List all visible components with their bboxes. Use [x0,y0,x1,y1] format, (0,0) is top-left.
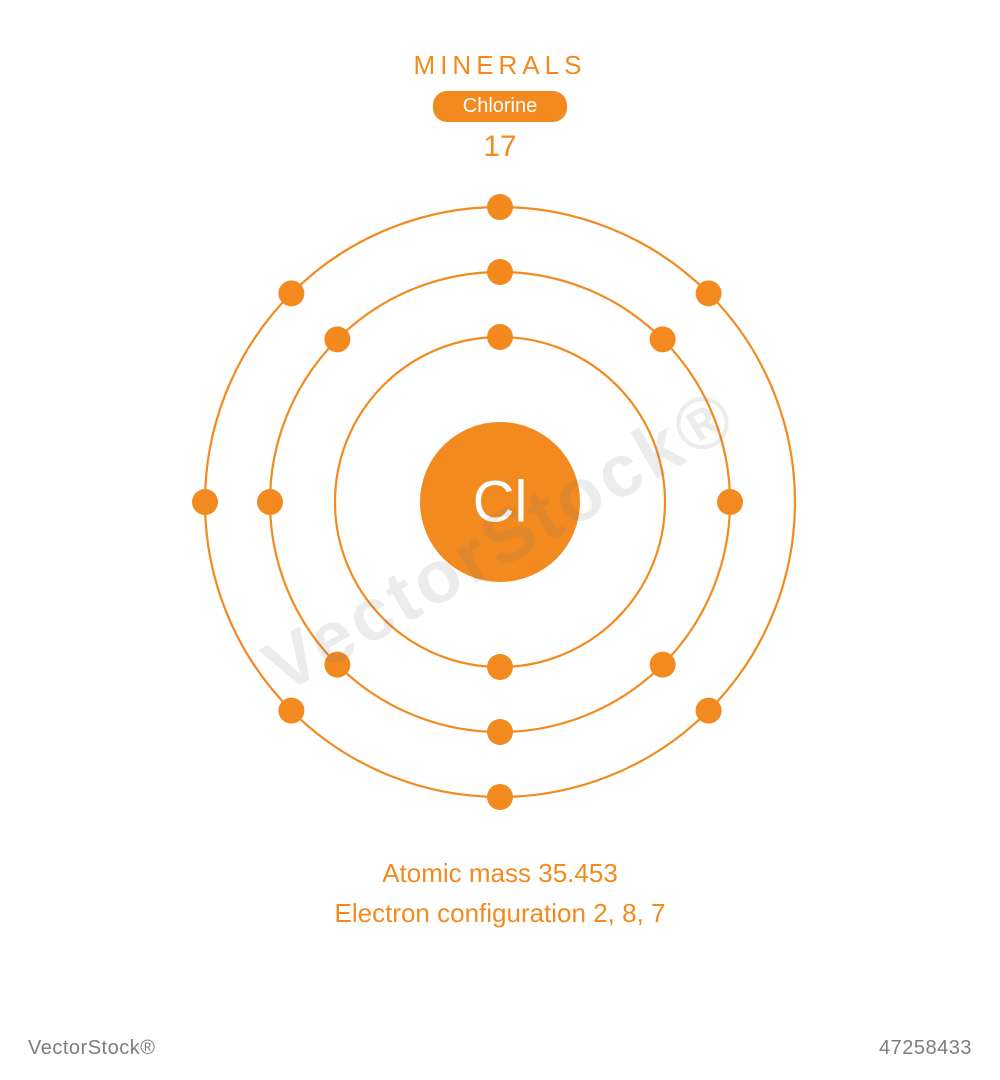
electron-config-value: 2, 8, 7 [593,898,665,928]
atomic-number: 17 [483,130,516,164]
footer: VectorStock® 47258433 [0,1037,1000,1060]
atom-svg: Cl [180,182,820,822]
electron [192,489,218,515]
electron [487,654,513,680]
electron [324,326,350,352]
bohr-diagram: Cl [180,182,820,827]
element-name-pill: Chlorine [433,91,567,122]
atomic-mass-label: Atomic mass [382,858,531,888]
electron [696,698,722,724]
atomic-mass-line: Atomic mass 35.453 [335,853,666,893]
electron-config-label: Electron configuration [335,898,586,928]
electron [487,784,513,810]
element-symbol: Cl [473,470,528,535]
electron [717,489,743,515]
electron [324,652,350,678]
electron [257,489,283,515]
category-title: MINERALS [414,50,587,81]
element-info: Atomic mass 35.453 Electron configuratio… [335,853,666,934]
atomic-mass-value: 35.453 [538,858,618,888]
electron [650,652,676,678]
electron [487,194,513,220]
electron [696,280,722,306]
electron [650,326,676,352]
page: MINERALS Chlorine 17 Cl Atomic mass 35.4… [0,0,1000,1080]
electron-config-line: Electron configuration 2, 8, 7 [335,893,666,933]
electron [278,280,304,306]
electron [487,324,513,350]
electron [278,698,304,724]
footer-image-id: 47258433 [879,1037,972,1060]
electron [487,259,513,285]
footer-brand: VectorStock® [28,1037,155,1060]
electron [487,719,513,745]
